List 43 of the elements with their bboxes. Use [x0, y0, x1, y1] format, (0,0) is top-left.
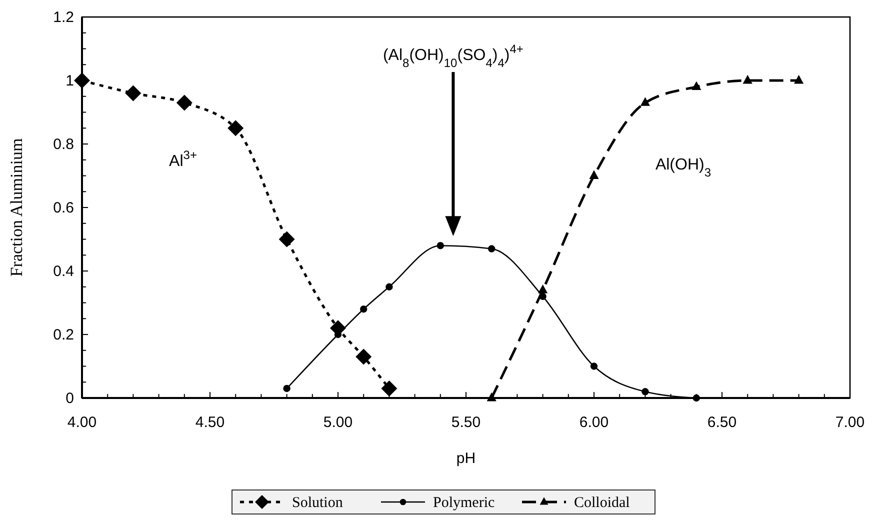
y-axis-title: Fraction Aluminium [7, 138, 26, 277]
point [589, 170, 599, 179]
x-tick-label: 4.00 [67, 414, 97, 431]
x-tick-label: 6.50 [707, 414, 737, 431]
y-tick-label: 0.6 [53, 200, 74, 216]
legend-label: Solution [292, 495, 344, 511]
x-tick-label: 5.00 [323, 414, 353, 431]
x-tick-label: 5.50 [451, 414, 481, 431]
point [360, 306, 368, 313]
x-tick-label: 7.00 [835, 414, 865, 431]
y-tick-label: 1 [66, 72, 74, 90]
point [590, 362, 598, 370]
point [640, 97, 650, 106]
point [486, 392, 496, 402]
y-tick-label: 0.4 [53, 263, 74, 280]
point [488, 245, 496, 252]
point [176, 94, 192, 111]
point [538, 284, 548, 294]
text: (Al$_{8}$(OH)$_{10}$(SO$_{4}$)$_{4}$)$^{4+}$ [382, 42, 524, 70]
annotation: Al(OH)$_{3}$ [655, 156, 712, 180]
point [74, 72, 90, 88]
point [381, 380, 398, 396]
y-tick-label: 1.2 [53, 9, 74, 26]
point [692, 81, 702, 90]
point [228, 120, 244, 136]
y-tick-label: 0.8 [53, 136, 74, 153]
y-tick-label: 0 [66, 390, 74, 407]
point [356, 348, 372, 365]
annotation: Al$^{3+}$ [169, 148, 197, 170]
legend-label: Polymeric [433, 495, 495, 511]
y-tick-label: 0.2 [53, 326, 74, 344]
point [278, 231, 295, 248]
point [436, 242, 444, 250]
x-axis-title: pH [456, 450, 476, 467]
point [642, 388, 649, 396]
legend-label: Colloidal [574, 495, 630, 511]
point [386, 283, 393, 290]
point [283, 384, 290, 392]
point [742, 74, 752, 84]
point [794, 74, 804, 84]
x-tick-label: 6.00 [579, 414, 609, 431]
point [125, 85, 142, 102]
x-tick-label: 4.50 [195, 414, 225, 431]
